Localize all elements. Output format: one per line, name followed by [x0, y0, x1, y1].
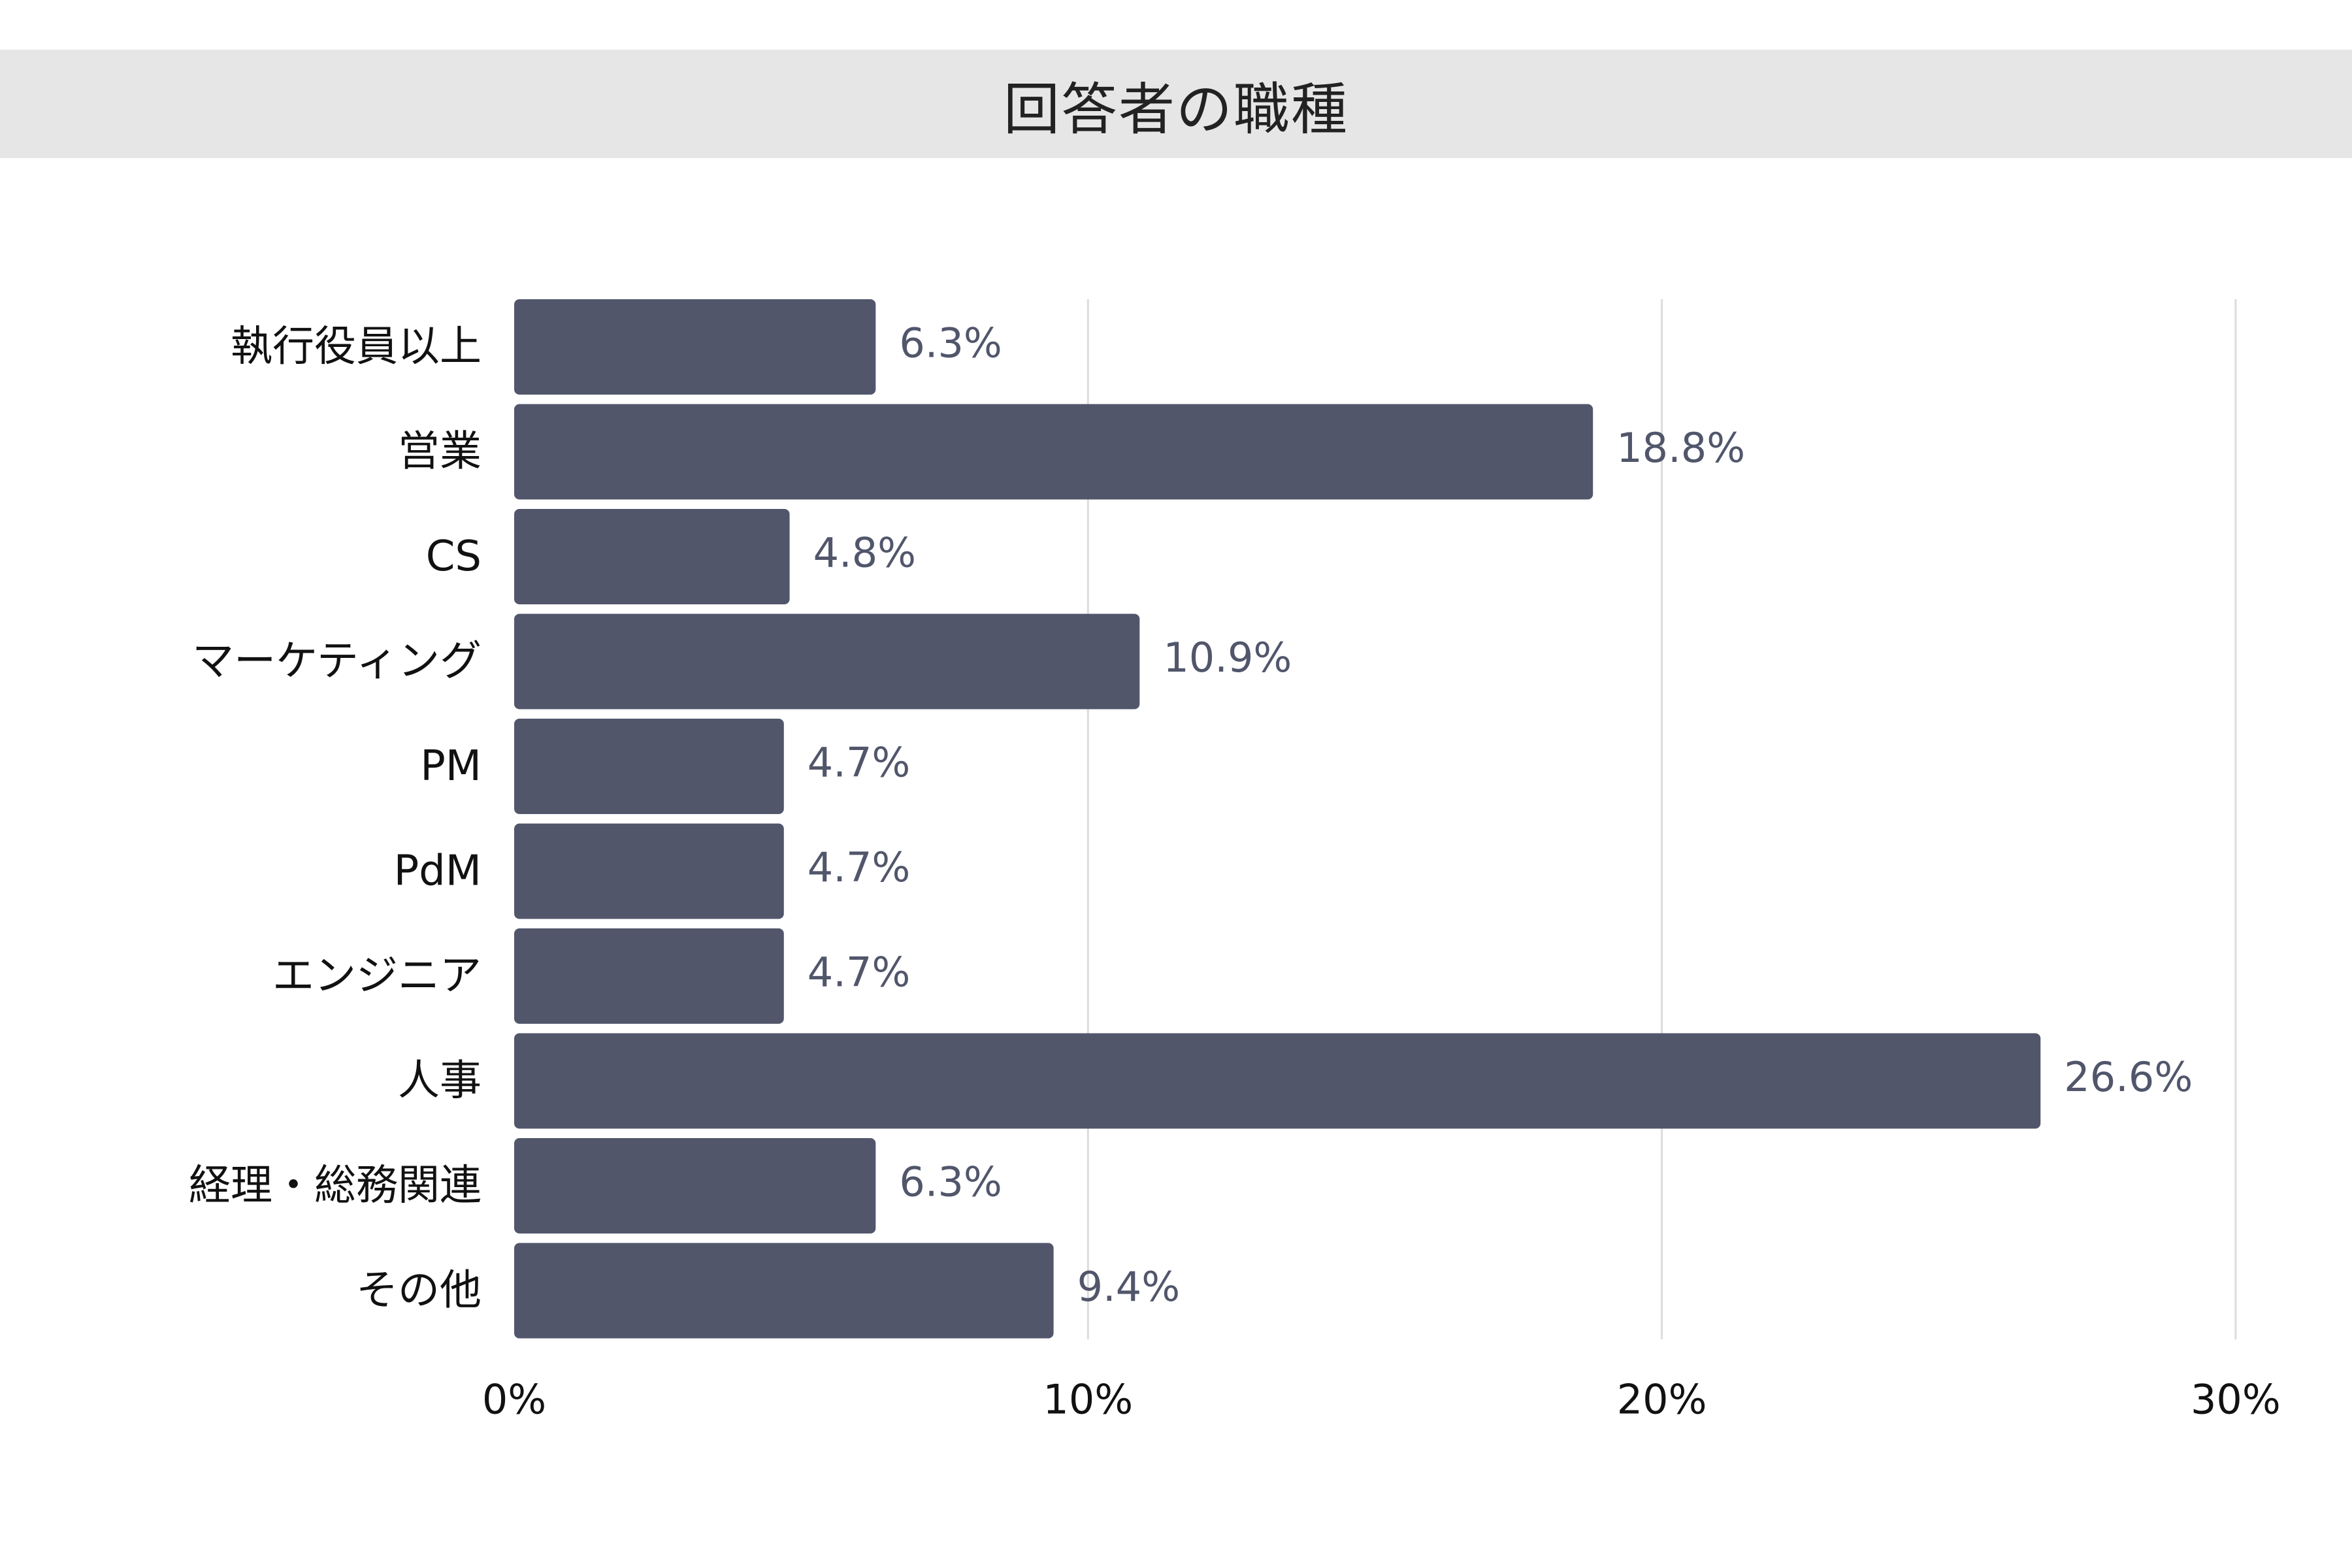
value-label-6: 4.7%	[808, 949, 911, 996]
x-tick-label-2: 20%	[1617, 1376, 1707, 1424]
category-label-4: PM	[420, 742, 482, 791]
value-label-2: 4.8%	[813, 529, 917, 577]
bar-8	[514, 1138, 876, 1233]
value-label-1: 18.8%	[1616, 424, 1745, 472]
bar-3	[514, 613, 1140, 710]
category-label-0: 執行役員以上	[231, 323, 482, 371]
x-tick-label-1: 10%	[1043, 1376, 1133, 1424]
x-tick-label-0: 0%	[482, 1376, 546, 1424]
bar-4	[514, 719, 784, 814]
bar-7	[514, 1033, 2041, 1129]
bar-2	[514, 509, 790, 604]
x-tick-label-3: 30%	[2191, 1376, 2281, 1424]
category-label-1: 営業	[398, 428, 482, 476]
bar-9	[514, 1243, 1054, 1339]
value-label-5: 4.7%	[808, 843, 911, 891]
bars	[514, 299, 2041, 1339]
category-label-8: 経理・総務関連	[189, 1162, 482, 1210]
bar-0	[514, 299, 876, 395]
value-labels: 6.3% 18.8% 4.8% 10.9% 4.7% 4.7% 4.7% 26.6% 6.3% 9…	[808, 319, 2193, 1311]
value-label-3: 10.9%	[1163, 634, 1292, 681]
value-label-7: 26.6%	[2064, 1053, 2193, 1101]
value-label-8: 6.3%	[899, 1158, 1002, 1206]
chart-title: 回答者の職種	[1004, 76, 1348, 142]
bar-5	[514, 823, 784, 919]
value-label-9: 9.4%	[1077, 1263, 1181, 1311]
category-label-6: エンジニア	[272, 952, 482, 1000]
chart-title-bar: 回答者の職種	[0, 50, 2352, 158]
value-label-4: 4.7%	[808, 739, 911, 787]
category-label-3: マーケティング	[192, 638, 482, 686]
bar-6	[514, 928, 784, 1024]
category-label-5: PdM	[394, 847, 482, 896]
x-axis-ticks: 0% 10% 20% 30%	[482, 1376, 2281, 1424]
bar-1	[514, 404, 1593, 500]
category-label-9: その他	[356, 1267, 482, 1315]
category-label-7: 人事	[398, 1057, 482, 1105]
value-label-0: 6.3%	[899, 319, 1002, 367]
category-label-2: CS	[426, 532, 482, 581]
